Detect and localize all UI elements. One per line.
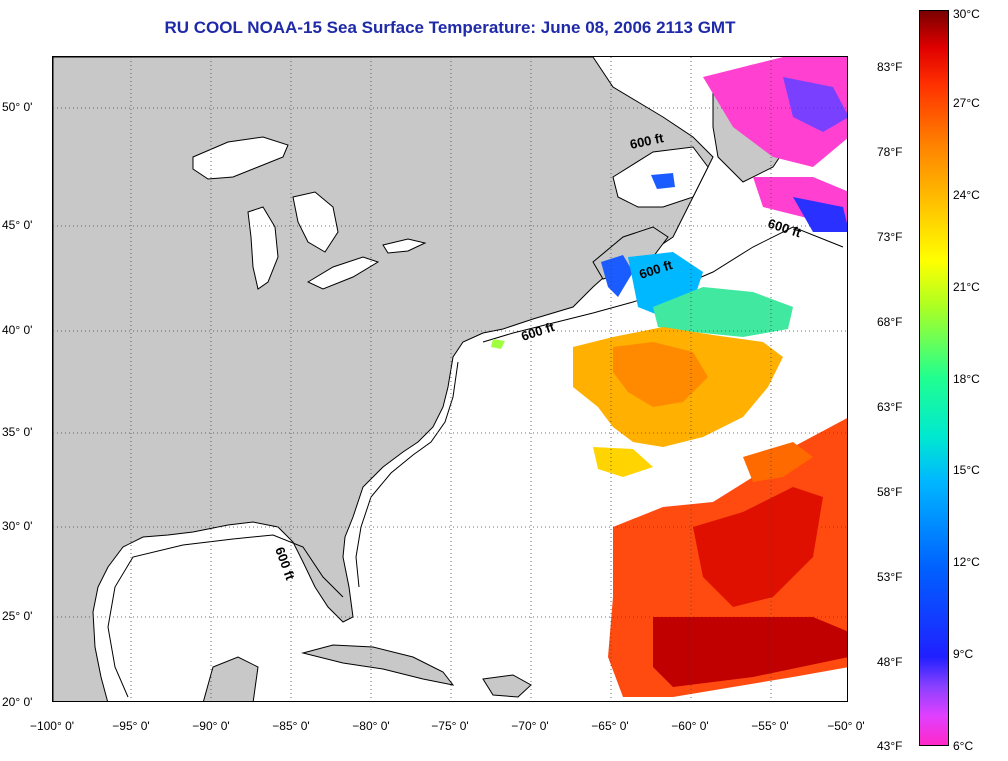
- colorbar-celsius-label: 18°C: [953, 372, 980, 386]
- lon-label: −50° 0': [827, 719, 865, 733]
- lake-ontario: [382, 238, 427, 254]
- lake-superior: [192, 136, 289, 180]
- colorbar-celsius-label: 27°C: [953, 96, 980, 110]
- lon-label: −75° 0': [431, 719, 469, 733]
- lake-huron: [292, 191, 339, 253]
- colorbar-fahrenheit-label: 53°F: [877, 570, 903, 584]
- sst-sargasso-patch: [608, 418, 847, 697]
- colorbar-celsius-label: 9°C: [953, 647, 974, 661]
- colorbar-celsius-label: 15°C: [953, 463, 980, 477]
- lon-label: −100° 0': [29, 719, 75, 733]
- lat-label: 45° 0': [2, 218, 33, 232]
- lat-label: 30° 0': [2, 519, 33, 533]
- lon-label: −70° 0': [511, 719, 549, 733]
- graticule: [53, 57, 847, 701]
- colorbar-fahrenheit-label: 73°F: [877, 230, 903, 244]
- lat-label: 50° 0': [2, 100, 33, 114]
- isobath-gulf: [107, 534, 344, 698]
- lon-label: −80° 0': [352, 719, 390, 733]
- colorbar-fahrenheit-label: 43°F: [877, 739, 903, 753]
- isobath-southeast: [355, 361, 459, 588]
- sst-labrador-patch: [703, 57, 847, 232]
- lon-label: −95° 0': [112, 719, 150, 733]
- lake-michigan: [247, 206, 279, 290]
- lake-erie: [306, 256, 380, 290]
- sst-gulf-stream-patch: [491, 327, 783, 477]
- lon-label: −55° 0': [751, 719, 789, 733]
- isobath-label: 600 ft: [629, 130, 666, 152]
- lon-label: −85° 0': [272, 719, 310, 733]
- lon-label: −60° 0': [671, 719, 709, 733]
- lat-label: 20° 0': [2, 695, 33, 709]
- land-cuba: [301, 644, 455, 686]
- colorbar-fahrenheit-label: 63°F: [877, 400, 903, 414]
- land-hispaniola: [482, 674, 532, 698]
- colorbar-fahrenheit-label: 48°F: [877, 655, 903, 669]
- lon-label: −65° 0': [591, 719, 629, 733]
- colorbar-celsius-label: 24°C: [953, 188, 980, 202]
- lat-label: 35° 0': [2, 425, 33, 439]
- lat-label: 25° 0': [2, 609, 33, 623]
- temperature-colorbar: [919, 10, 949, 746]
- lon-label: −90° 0': [192, 719, 230, 733]
- colorbar-celsius-label: 21°C: [953, 280, 980, 294]
- colorbar-fahrenheit-label: 68°F: [877, 315, 903, 329]
- colorbar-celsius-label: 30°C: [953, 7, 980, 21]
- lat-label: 40° 0': [2, 323, 33, 337]
- colorbar-celsius-label: 12°C: [953, 555, 980, 569]
- colorbar-celsius-label: 6°C: [953, 739, 974, 753]
- colorbar-fahrenheit-label: 58°F: [877, 485, 903, 499]
- colorbar-fahrenheit-label: 78°F: [877, 145, 903, 159]
- sst-map: 600 ft 600 ft 600 ft 600 ft 600 ft: [52, 56, 848, 702]
- map-title: RU COOL NOAA-15 Sea Surface Temperature:…: [164, 18, 736, 37]
- colorbar-fahrenheit-label: 83°F: [877, 60, 903, 74]
- sst-scotian-patch: [601, 173, 793, 337]
